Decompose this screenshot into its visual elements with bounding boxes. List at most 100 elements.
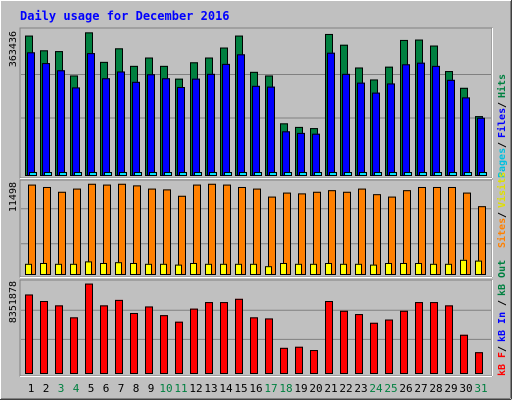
bar-kb-f-5-fill [85,283,93,374]
bar-pages-3 [59,172,67,176]
bar-kb-f-11-outline [175,321,183,374]
bar-pages-27 [419,172,427,176]
bar-sites-2-fill [43,186,51,275]
x-label-21: 21 [324,382,337,395]
bar-pages-19-outline [299,172,307,176]
bar-pages-26 [404,172,412,176]
bar-visits-18-outline [280,262,287,276]
bar-pages-9 [149,172,157,176]
bar-pages-25-outline [389,172,397,176]
bar-files-27-fill [417,62,425,176]
bar-visits-13 [205,263,212,276]
bar-sites-23-fill [358,188,366,275]
bar-files-7 [117,71,125,176]
bar-kb-f-13-outline [205,302,213,375]
bar-kb-f-5-outline [85,283,93,374]
x-label-7: 7 [118,382,125,395]
bar-kb-f-9-fill [145,306,153,374]
x-label-8: 8 [133,382,140,395]
chart-title: Daily usage for December 2016 [20,9,230,23]
bar-pages-4-outline [74,172,82,176]
bar-pages-17-outline [269,172,277,176]
bar-sites-26-fill [403,190,411,275]
bar-visits-10-outline [160,263,167,276]
bar-pages-18-fill [284,172,292,176]
bar-sites-18-fill [283,192,291,275]
bar-pages-21-outline [329,172,337,176]
x-label-16: 16 [249,382,262,395]
bar-pages-14 [224,172,232,176]
bar-pages-27-fill [419,172,427,176]
bar-files-26 [402,64,410,176]
bar-visits-31 [475,260,482,276]
legend-kb-out: kB Out [497,260,508,296]
bar-sites-19-fill [298,193,306,275]
bar-kb-f-21-fill [325,300,333,374]
bar-pages-10 [164,172,172,176]
bar-visits-3-fill [55,263,62,275]
bar-pages-21 [329,172,337,176]
bar-sites-8-fill [133,185,141,275]
bar-visits-26-fill [400,262,407,275]
bar-pages-15 [239,172,247,176]
bar-pages-21-fill [329,172,337,176]
bar-visits-14 [220,263,227,276]
bar-pages-8-fill [134,172,142,176]
bar-visits-10-fill [160,263,167,275]
x-label-22: 22 [339,382,352,395]
bar-files-10-fill [162,78,170,176]
bar-pages-1-fill [29,172,37,176]
bar-kb-f-14-outline [220,302,228,375]
bar-pages-5-outline [89,172,97,176]
bar-files-1 [27,52,35,176]
bar-visits-21-fill [325,262,332,275]
bar-files-9-fill [147,74,155,176]
bar-kb-f-6-fill [100,305,108,374]
bar-visits-21-outline [325,262,332,276]
bar-kb-f-20-fill [310,350,318,374]
bar-files-20 [312,133,320,176]
bar-kb-f-16-fill [250,317,258,374]
bar-kb-f-25 [385,319,393,375]
bar-visits-5-fill [85,261,92,275]
x-label-3: 3 [58,382,65,395]
bar-visits-25-outline [385,262,392,276]
legend-kb-in: kB In [497,312,508,342]
bar-sites-14 [223,184,231,275]
legend-files: Files [496,108,508,138]
bar-files-25-fill [387,83,395,176]
bar-files-20-fill [312,133,320,176]
bar-sites-13-fill [208,183,216,275]
bar-visits-17-outline [265,266,272,275]
bar-visits-28-fill [430,263,437,275]
legend-sep-4: / [497,346,508,352]
bar-files-11-fill [177,87,185,176]
bar-visits-4 [70,263,77,276]
bar-visits-1-outline [25,263,32,276]
bar-files-21 [327,52,335,176]
bar-files-5 [87,53,95,176]
bar-visits-16 [250,263,257,276]
bar-sites-12 [193,184,201,275]
bar-files-23 [357,82,365,176]
bar-kb-f-26-outline [400,310,408,374]
bar-kb-f-24 [370,322,378,374]
bar-visits-15-outline [235,263,242,276]
bar-visits-22-outline [340,263,347,276]
bar-kb-f-13 [205,302,213,375]
bar-sites-11 [178,195,186,275]
bar-visits-14-fill [220,263,227,275]
bar-visits-9 [145,263,152,276]
bar-kb-f-7 [115,299,123,374]
bar-sites-3-fill [58,191,66,275]
bar-visits-15 [235,263,242,276]
bar-pages-31-outline [479,172,487,176]
bar-sites-23 [358,188,366,276]
bar-pages-28-fill [434,172,442,176]
bar-pages-3-fill [59,172,67,176]
bar-visits-5 [85,261,92,276]
bar-pages-26-fill [404,172,412,176]
bar-files-13-fill [207,73,215,176]
bar-visits-1 [25,263,32,276]
